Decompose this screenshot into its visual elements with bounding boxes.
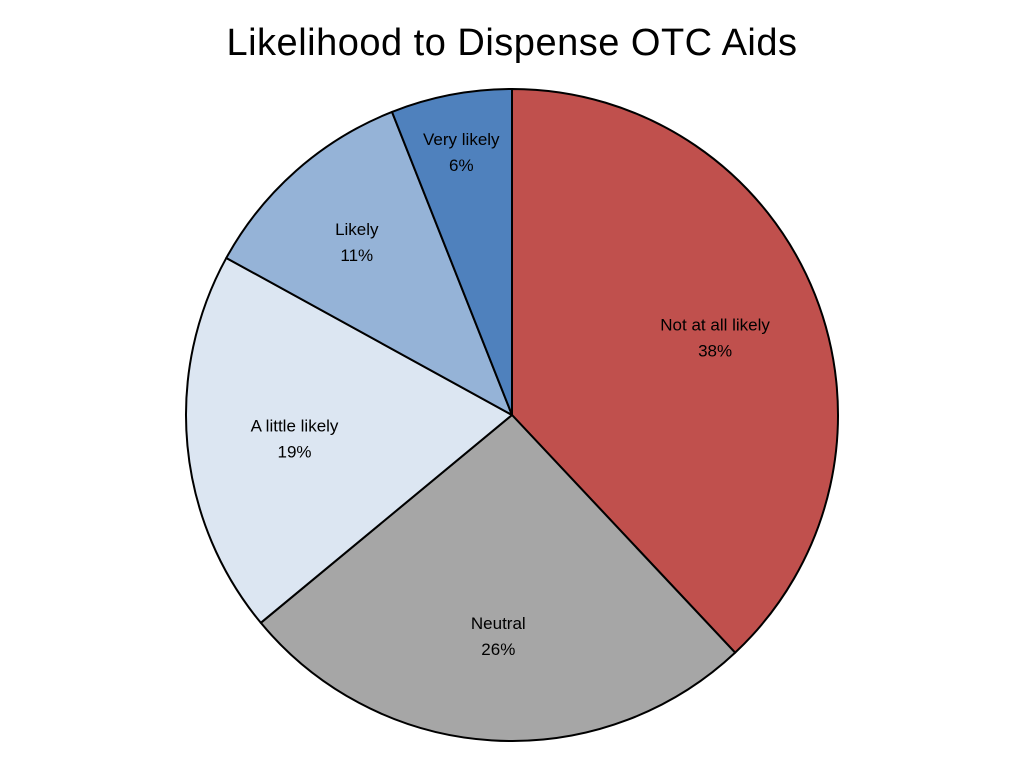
data-label-name: Not at all likely	[660, 316, 770, 335]
pie-slice-not-at-all-likely	[511, 88, 839, 654]
data-label-likely: Likely 11%	[335, 220, 379, 265]
data-label-name: A little likely	[251, 417, 339, 436]
data-label-a-little-likely: A little likely 19%	[251, 417, 339, 462]
data-label-very-likely: Very likely 6%	[423, 130, 500, 175]
data-label-name: Very likely	[423, 130, 500, 149]
data-label-name: Likely	[335, 220, 379, 239]
data-label-value: 26%	[481, 640, 515, 659]
data-label-value: 11%	[340, 246, 373, 265]
data-label-value: 38%	[698, 342, 732, 361]
data-label-not-at-all-likely: Not at all likely 38%	[660, 316, 770, 361]
pie-slice-neutral	[259, 414, 737, 742]
data-label-name: Neutral	[471, 614, 526, 633]
pie-slice-likely	[225, 110, 513, 416]
data-label-value: 6%	[449, 156, 474, 175]
chart-title: Likelihood to Dispense OTC Aids	[226, 22, 798, 64]
data-label-neutral: Neutral 26%	[471, 614, 526, 659]
pie-slice-a-little-likely	[184, 256, 513, 624]
data-label-value: 19%	[277, 443, 311, 462]
pie-slice-very-likely	[390, 88, 513, 416]
